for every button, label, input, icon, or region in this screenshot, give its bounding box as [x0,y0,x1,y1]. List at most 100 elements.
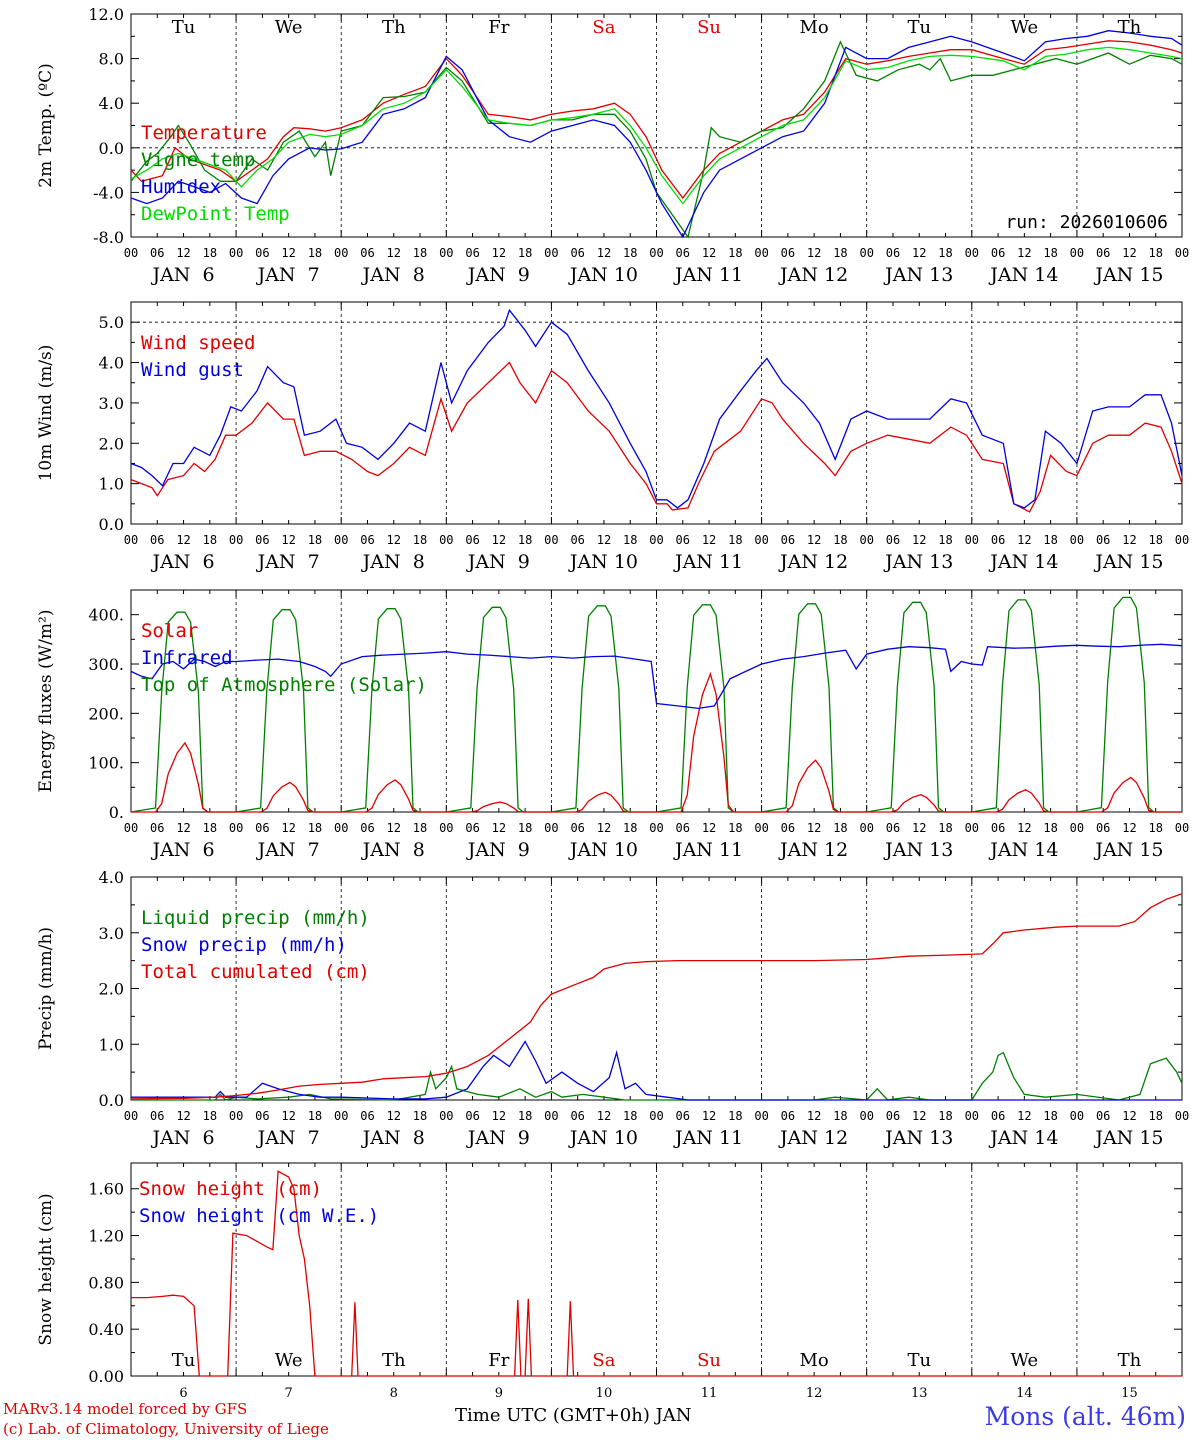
x-hour-label: 18 [1148,533,1162,547]
x-hour-label: 06 [991,1109,1005,1123]
x-hour-label: 18 [518,821,532,835]
y-tick-label: 1.0 [99,1035,124,1054]
x-hour-label: 18 [623,533,637,547]
weekday-label: Sa [592,17,615,38]
x-hour-label: 12 [281,533,295,547]
x-hour-label: 00 [754,821,768,835]
y-tick-label: 5.0 [99,313,124,332]
x-hour-label: 12 [387,533,401,547]
legend-snow-height-cm-w-e-: Snow height (cm W.E.) [139,1205,379,1227]
x-day-label: JAN 9 [466,839,530,861]
x-hour-label: 00 [1070,1109,1084,1123]
x-hour-label: 06 [150,1109,164,1123]
x-hour-label: 12 [702,821,716,835]
weekday-label: Su [697,1350,721,1371]
x-day-label: JAN 12 [778,839,848,861]
x-axis-title: Time UTC (GMT+0h) JAN [455,1405,692,1426]
x-day-label: JAN 11 [673,551,743,573]
series-wind-gust [130,308,1183,509]
x-hour-label: 00 [649,821,663,835]
x-day-label: JAN 8 [361,551,425,573]
x-day-label: JAN 11 [673,1127,743,1149]
x-day-label: JAN 13 [883,551,953,573]
weekday-label: Tu [907,1350,931,1371]
x-hour-label: 12 [176,1109,190,1123]
x-hour-label: 18 [308,821,322,835]
legend-dewpoint-temp: DewPoint Temp [141,203,290,225]
x-hour-label: 12 [807,821,821,835]
x-hour-label: 18 [728,246,742,260]
x-hour-label: 12 [912,1109,926,1123]
x-hour-label: 12 [807,533,821,547]
x-hour-label: 18 [728,821,742,835]
x-hour-label: 06 [1096,246,1110,260]
x-hour-label: 12 [597,246,611,260]
x-day-number: 12 [806,1386,823,1401]
x-hour-label: 00 [544,533,558,547]
series-vigne-temp [130,40,1183,239]
weekday-label: Tu [172,17,196,38]
x-hour-label: 12 [281,1109,295,1123]
x-day-label: JAN 14 [988,839,1058,861]
x-hour-label: 00 [334,1109,348,1123]
x-hour-label: 12 [1017,246,1031,260]
x-hour-label: 18 [203,1109,217,1123]
x-hour-label: 00 [1175,533,1189,547]
x-hour-label: 12 [702,246,716,260]
x-hour-label: 18 [833,246,847,260]
x-hour-label: 18 [938,533,952,547]
x-hour-label: 12 [702,533,716,547]
x-hour-label: 06 [991,246,1005,260]
x-day-number: 9 [495,1386,503,1401]
x-hour-label: 00 [965,533,979,547]
x-hour-label: 06 [465,821,479,835]
x-hour-label: 00 [439,821,453,835]
weekday-label: Th [382,17,406,38]
x-day-label: JAN 7 [256,1127,320,1149]
x-hour-label: 18 [623,821,637,835]
series-solar [131,671,1182,813]
x-day-number: 10 [596,1386,613,1401]
x-hour-label: 00 [229,821,243,835]
x-day-label: JAN 7 [256,264,320,286]
y-tick-label: 8.0 [99,50,124,69]
x-day-label: JAN 14 [988,264,1058,286]
y-tick-label: 4.0 [99,94,124,113]
x-hour-label: 00 [334,821,348,835]
x-day-label: JAN 8 [361,264,425,286]
x-hour-label: 18 [413,246,427,260]
x-hour-label: 18 [1043,533,1057,547]
x-hour-label: 12 [912,246,926,260]
x-day-label: JAN 11 [673,264,743,286]
y-tick-label: 3.0 [99,394,124,413]
legend-snow-precip-mm-h-: Snow precip (mm/h) [141,934,347,956]
x-hour-label: 12 [1122,533,1136,547]
x-hour-label: 06 [360,1109,374,1123]
x-hour-label: 06 [360,821,374,835]
x-day-label: JAN 10 [568,264,638,286]
x-day-number: 14 [1016,1386,1033,1401]
y-tick-label: 0.0 [99,515,124,534]
weekday-label: Sa [592,1350,615,1371]
x-hour-label: 18 [203,246,217,260]
x-hour-label: 06 [676,533,690,547]
x-day-label: JAN 13 [883,264,953,286]
x-hour-label: 12 [387,1109,401,1123]
x-day-label: JAN 9 [466,551,530,573]
x-hour-label: 18 [1148,246,1162,260]
legend-wind-gust: Wind gust [141,359,244,381]
series-humidex [130,30,1183,239]
x-day-label: JAN 8 [361,1127,425,1149]
x-hour-label: 06 [255,1109,269,1123]
x-hour-label: 18 [623,1109,637,1123]
y-tick-label: 100. [88,754,124,773]
x-hour-label: 06 [570,533,584,547]
x-day-label: JAN 10 [568,551,638,573]
y-tick-label: 300. [88,655,124,674]
x-hour-label: 06 [886,821,900,835]
legend-total-cumulated-cm-: Total cumulated (cm) [141,961,370,983]
x-hour-label: 00 [124,246,138,260]
x-day-label: JAN 8 [361,839,425,861]
x-hour-label: 00 [229,246,243,260]
